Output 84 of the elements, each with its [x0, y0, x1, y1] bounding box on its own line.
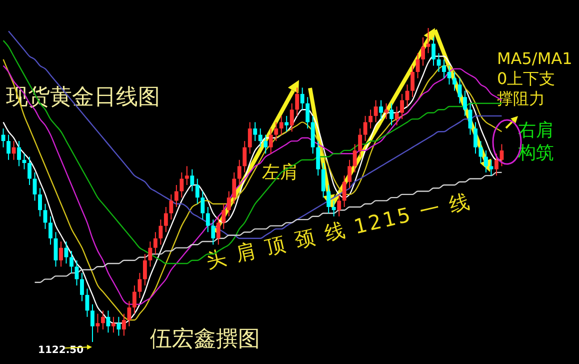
candlestick: [116, 316, 121, 336]
candlestick: [32, 172, 37, 202]
candlestick: [48, 216, 52, 246]
candlestick: [258, 128, 262, 148]
candlestick: [274, 122, 278, 142]
candlestick: [28, 156, 32, 186]
candlestick: [164, 206, 168, 233]
candlestick: [216, 216, 220, 246]
candlestick: [206, 206, 210, 233]
candlestick: [96, 313, 100, 334]
candlestick: [284, 115, 289, 132]
candlestick: [379, 100, 384, 120]
candlestick: [142, 254, 147, 286]
candlestick: [174, 184, 178, 208]
text: 右肩构筑: [517, 120, 554, 164]
candlestick: [122, 313, 126, 336]
candlestick: [489, 159, 494, 176]
candlestick: [132, 284, 136, 314]
text: 1122.50: [38, 345, 84, 356]
candlestick: [421, 36, 425, 66]
candlestick: [468, 102, 472, 136]
candlestick: [138, 272, 142, 299]
candlestick: [442, 58, 446, 79]
candlestick: [363, 115, 368, 142]
candlestick: [500, 144, 504, 167]
candlestick: [226, 190, 231, 217]
candlestick: [70, 250, 74, 274]
candlestick: [374, 100, 378, 123]
candlestick: [211, 219, 216, 246]
candlestick: [494, 153, 498, 176]
candlestick: [232, 172, 236, 204]
candlestick: [264, 134, 268, 154]
candlestick: [59, 241, 63, 268]
candlestick: [237, 159, 242, 186]
candlestick: [190, 168, 194, 192]
candlestick: [426, 28, 430, 54]
candlestick: [80, 272, 84, 302]
candlestick: [295, 87, 300, 116]
candlestick: [400, 93, 404, 120]
candlestick: [158, 219, 163, 246]
candlestick: [268, 128, 273, 154]
candlestick: [394, 106, 399, 126]
candlestick: [474, 122, 478, 154]
candlestick: [463, 90, 467, 116]
candlestick: [452, 71, 456, 92]
candlestick: [127, 300, 132, 327]
candlestick: [153, 232, 158, 255]
candlestick: [348, 159, 352, 189]
annotation: 左肩: [262, 162, 298, 183]
candlestick: [101, 310, 105, 330]
candlestick: [242, 140, 247, 173]
candlestick: [111, 316, 116, 334]
candlestick: [384, 102, 388, 120]
candlestick: [279, 115, 284, 136]
candlestick: [368, 109, 373, 129]
candlestick: [337, 194, 342, 217]
candlestick: [300, 87, 304, 110]
candlestick: [248, 122, 252, 154]
candlestick: [390, 102, 394, 126]
candlestick: [195, 178, 200, 204]
candlestick: [169, 194, 174, 220]
annotation: MA5/MA10上下支撑阻力: [497, 49, 572, 108]
candlestick: [6, 134, 10, 160]
candlestick: [38, 188, 42, 217]
candlestick: [17, 140, 21, 167]
candlestick: [184, 166, 189, 186]
candlestick: [321, 162, 326, 198]
candlestick: [253, 122, 258, 142]
candlestick: [410, 65, 414, 98]
candlestick: [342, 175, 346, 208]
candlestick: [290, 102, 294, 132]
candlestick: [90, 304, 94, 342]
candlestick: [106, 310, 110, 334]
candlestick: [484, 150, 488, 173]
candlestick: [180, 172, 184, 198]
annotation: 伍宏鑫撰图: [150, 327, 260, 352]
candlestick: [316, 140, 320, 176]
candlestick: [352, 144, 357, 173]
candlestick: [200, 190, 205, 220]
candlestick: [358, 128, 362, 158]
candlestick: [306, 96, 310, 129]
candlestick: [432, 36, 436, 66]
candlestick: [222, 203, 226, 230]
candlestick: [148, 241, 152, 268]
